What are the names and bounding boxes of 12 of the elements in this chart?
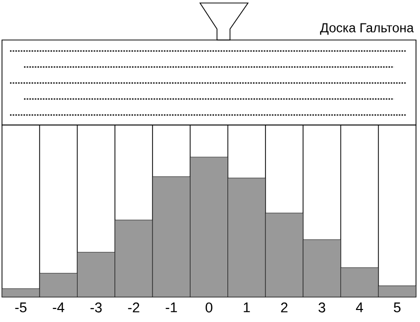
x-tick-label: 5 — [394, 302, 400, 312]
x-tick-label: 1 — [244, 302, 250, 312]
chart-title: Доска Гальтона — [320, 23, 414, 35]
x-tick-label: 2 — [281, 302, 288, 312]
x-tick-label: -1 — [166, 302, 177, 312]
x-tick-label: -3 — [90, 302, 102, 312]
x-tick-label: 0 — [206, 302, 212, 312]
x-tick-label: -4 — [52, 302, 64, 312]
x-tick-label: -5 — [15, 302, 26, 312]
x-tick-label: 4 — [356, 302, 364, 312]
x-tick-label: 3 — [318, 302, 326, 312]
x-tick-label: -2 — [128, 302, 140, 312]
